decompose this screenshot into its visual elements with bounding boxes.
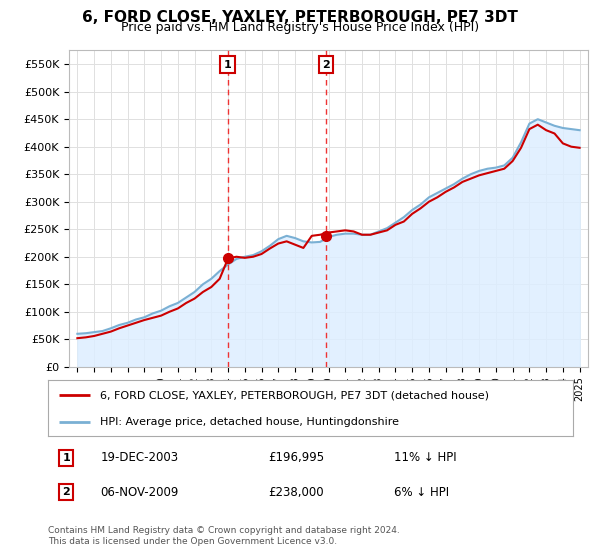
Text: 6, FORD CLOSE, YAXLEY, PETERBOROUGH, PE7 3DT: 6, FORD CLOSE, YAXLEY, PETERBOROUGH, PE7… [82, 10, 518, 25]
Text: £196,995: £196,995 [269, 451, 325, 464]
Text: 2: 2 [322, 59, 330, 69]
Text: Contains HM Land Registry data © Crown copyright and database right 2024.
This d: Contains HM Land Registry data © Crown c… [48, 526, 400, 546]
Text: £238,000: £238,000 [269, 486, 324, 498]
Text: 11% ↓ HPI: 11% ↓ HPI [395, 451, 457, 464]
Text: Price paid vs. HM Land Registry's House Price Index (HPI): Price paid vs. HM Land Registry's House … [121, 21, 479, 34]
Text: 1: 1 [62, 453, 70, 463]
Text: 1: 1 [224, 59, 232, 69]
Text: 6% ↓ HPI: 6% ↓ HPI [395, 486, 449, 498]
Text: 06-NOV-2009: 06-NOV-2009 [101, 486, 179, 498]
Text: 19-DEC-2003: 19-DEC-2003 [101, 451, 179, 464]
Text: 2: 2 [62, 487, 70, 497]
Text: HPI: Average price, detached house, Huntingdonshire: HPI: Average price, detached house, Hunt… [101, 417, 400, 427]
Text: 6, FORD CLOSE, YAXLEY, PETERBOROUGH, PE7 3DT (detached house): 6, FORD CLOSE, YAXLEY, PETERBOROUGH, PE7… [101, 390, 490, 400]
